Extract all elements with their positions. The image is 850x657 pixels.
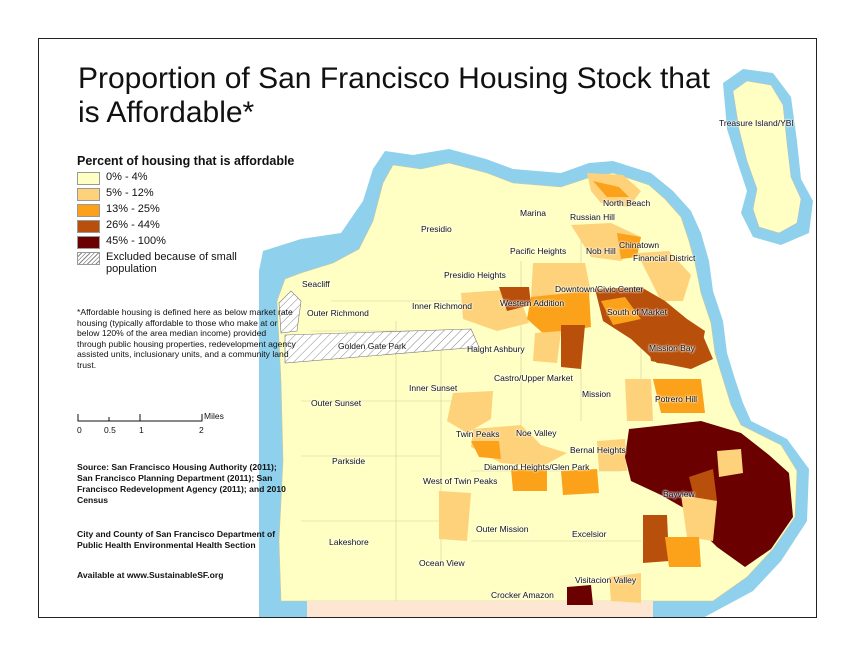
- legend-title: Percent of housing that is affordable: [77, 154, 295, 168]
- legend-item: 0% - 4%: [77, 171, 246, 187]
- label-excelsior: Excelsior: [572, 529, 607, 539]
- scale-tick: 0.5: [104, 425, 116, 435]
- label-presidio: Presidio: [421, 224, 452, 234]
- label-visitacion-valley: Visitacion Valley: [575, 575, 637, 585]
- availability-text: Available at www.SustainableSF.org: [77, 570, 224, 580]
- scale-bar: Miles 0 0.5 1 2: [77, 411, 224, 435]
- label-downtown-civic-center: Downtown/Civic Center: [555, 284, 644, 294]
- label-treasure-island: Treasure Island/YBI: [719, 118, 794, 128]
- label-bayview: Bayview: [663, 489, 695, 499]
- legend-item: 26% - 44%: [77, 219, 246, 235]
- label-noe-valley: Noe Valley: [516, 428, 557, 438]
- label-western-addition: Western Addition: [500, 298, 565, 308]
- label-inner-richmond: Inner Richmond: [412, 301, 473, 311]
- label-ocean-view: Ocean View: [419, 558, 465, 568]
- label-potrero-hill: Potrero Hill: [655, 394, 698, 404]
- source-text: Source: San Francisco Housing Authority …: [77, 462, 286, 505]
- legend-label: 26% - 44%: [106, 219, 160, 231]
- label-castro-upper-market: Castro/Upper Market: [494, 373, 573, 383]
- label-russian-hill: Russian Hill: [570, 212, 615, 222]
- department-text: City and County of San Francisco Departm…: [77, 529, 276, 550]
- golden-gate-park-excluded: [284, 328, 480, 364]
- legend-label: 0% - 4%: [106, 171, 148, 183]
- presidio-hatch: [278, 290, 302, 334]
- label-pacific-heights: Pacific Heights: [510, 246, 567, 256]
- label-inner-sunset: Inner Sunset: [409, 383, 458, 393]
- affordable-definition-note: *Affordable housing is defined here as b…: [77, 307, 296, 370]
- label-financial-district: Financial District: [633, 253, 696, 263]
- treasure-island-land: [732, 80, 802, 234]
- legend-item: 5% - 12%: [77, 187, 246, 203]
- label-marina: Marina: [520, 208, 546, 218]
- legend-item-excluded: Excluded because of small population: [77, 251, 246, 279]
- legend-swatch: [77, 188, 100, 201]
- legend-item: 13% - 25%: [77, 203, 246, 219]
- label-nob-hill: Nob Hill: [586, 246, 616, 256]
- san-mateo-strip: [307, 601, 653, 617]
- label-presidio-heights: Presidio Heights: [444, 270, 506, 280]
- label-south-of-market: South of Market: [607, 307, 668, 317]
- legend-label: 5% - 12%: [106, 187, 154, 199]
- legend-label: 45% - 100%: [106, 235, 166, 247]
- label-outer-richmond: Outer Richmond: [307, 308, 369, 318]
- legend-swatch: [77, 172, 100, 185]
- label-mission-bay: Mission Bay: [649, 343, 695, 353]
- label-crocker-amazon: Crocker Amazon: [491, 590, 554, 600]
- legend-swatch-excluded: [77, 252, 100, 265]
- legend-item: 45% - 100%: [77, 235, 246, 251]
- page-title: Proportion of San Francisco Housing Stoc…: [78, 62, 710, 129]
- legend-label: Excluded because of small population: [106, 251, 237, 275]
- label-haight-ashbury: Haight Ashbury: [467, 344, 525, 354]
- san-francisco-map: [259, 69, 813, 617]
- scale-tick: 0: [77, 425, 82, 435]
- label-outer-mission: Outer Mission: [476, 524, 529, 534]
- scale-bar-graphic: [77, 414, 203, 422]
- label-diamond-heights-glen-park: Diamond Heights/Glen Park: [484, 462, 590, 472]
- scale-unit: Miles: [204, 411, 224, 421]
- label-bernal-heights: Bernal Heights: [570, 445, 626, 455]
- label-outer-sunset: Outer Sunset: [311, 398, 362, 408]
- legend-swatch: [77, 236, 100, 249]
- legend: 0% - 4% 5% - 12% 13% - 25% 26% - 44% 45%…: [77, 171, 246, 279]
- label-parkside: Parkside: [332, 456, 366, 466]
- legend-label: 13% - 25%: [106, 203, 160, 215]
- label-mission: Mission: [582, 389, 611, 399]
- label-seacliff: Seacliff: [302, 279, 330, 289]
- map-frame: [38, 38, 817, 618]
- scale-tick: 1: [139, 425, 144, 435]
- legend-swatch: [77, 220, 100, 233]
- scale-tick: 2: [199, 425, 204, 435]
- label-west-of-twin-peaks: West of Twin Peaks: [423, 476, 498, 486]
- district-fills: [439, 173, 793, 605]
- label-lakeshore: Lakeshore: [329, 537, 369, 547]
- label-twin-peaks: Twin Peaks: [456, 429, 500, 439]
- label-golden-gate-park: Golden Gate Park: [338, 341, 407, 351]
- legend-swatch: [77, 204, 100, 217]
- label-chinatown: Chinatown: [619, 240, 660, 250]
- label-north-beach: North Beach: [603, 198, 651, 208]
